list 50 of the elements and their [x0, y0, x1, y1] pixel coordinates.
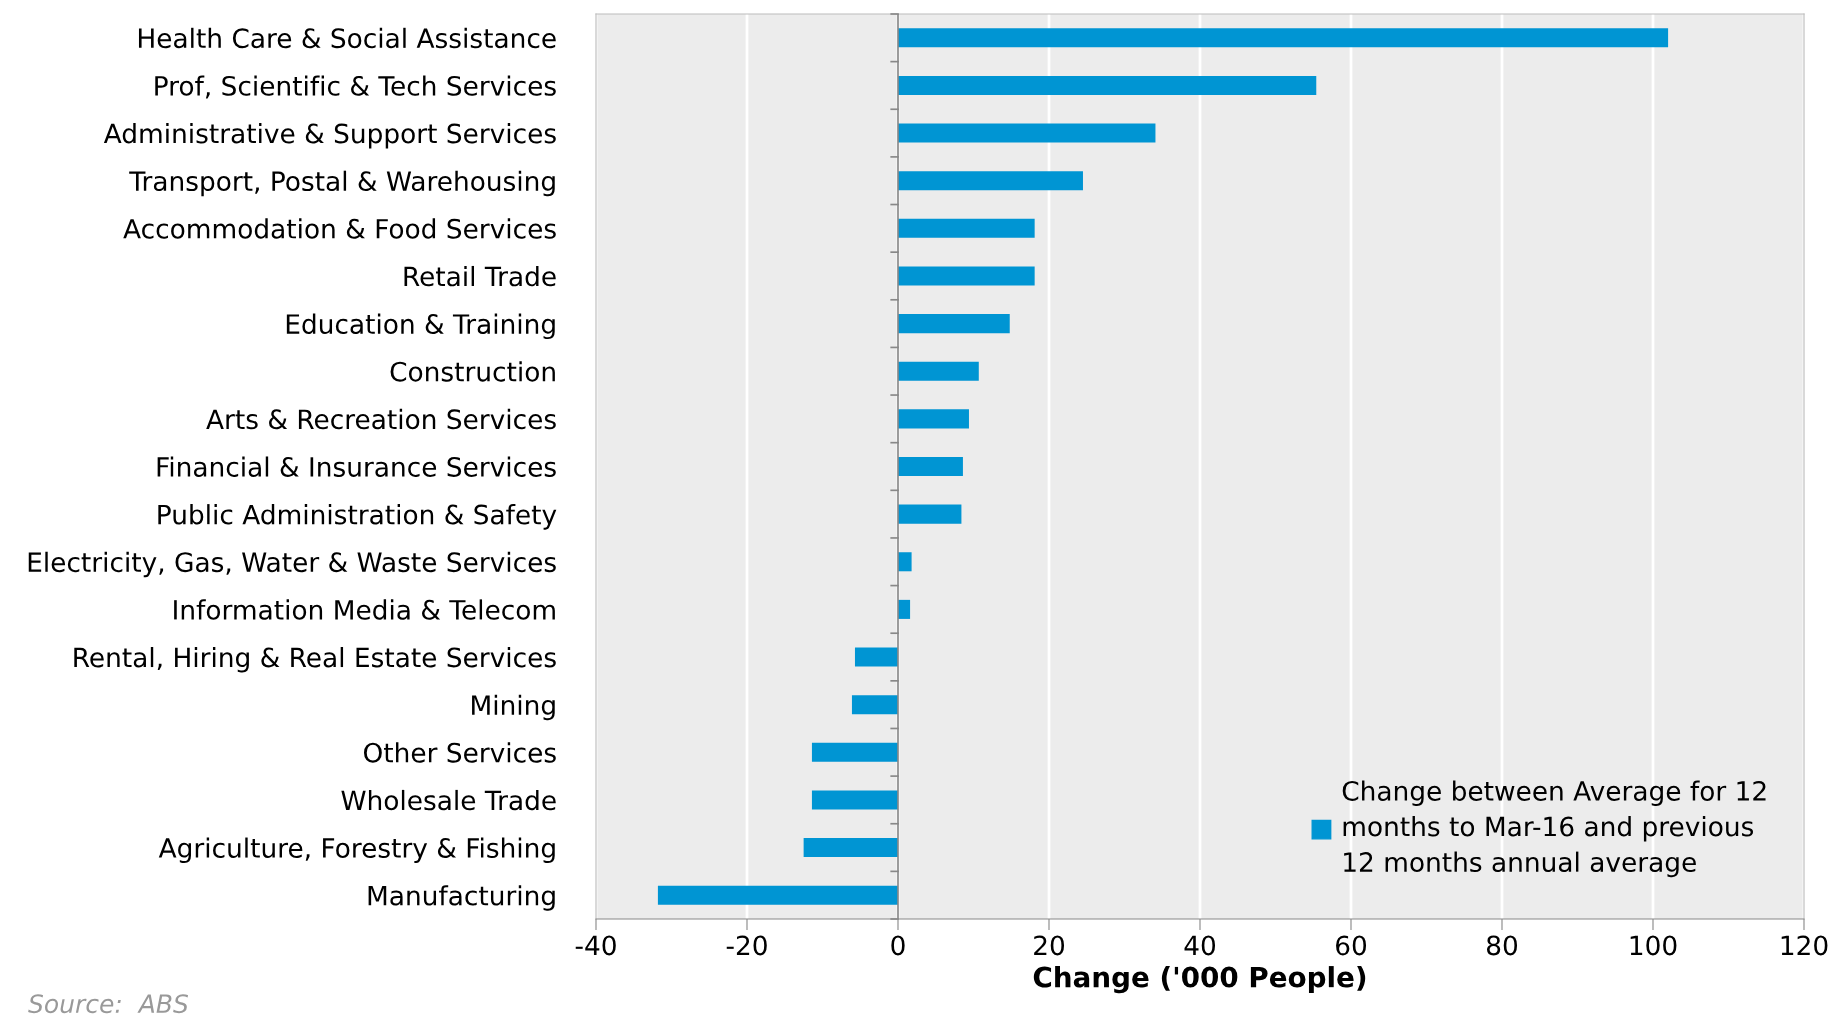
x-tick-label: 80 [1487, 935, 1518, 956]
y-tick-label: Retail Trade [404, 265, 556, 287]
x-tick-label: 40 [1184, 935, 1216, 956]
x-tick-label: 100 [1630, 935, 1677, 956]
y-tick-label: Accommodation & Food Services [123, 218, 556, 239]
y-tick-label: Electricity, Gas, Water & Waste Services [28, 551, 556, 578]
bar [854, 647, 898, 667]
y-tick-label: Arts & Recreation Services [206, 408, 556, 430]
bar [898, 456, 963, 477]
y-tick-label: Manufacturing [368, 885, 555, 911]
x-axis-title: Change ('000 People) [1033, 966, 1366, 994]
y-tick-label: Prof, Scientific & Tech Services [155, 75, 556, 99]
bar [898, 599, 911, 619]
bar [803, 838, 898, 858]
bar [898, 361, 979, 381]
x-tick-label: 60 [1336, 935, 1367, 956]
y-tick-label: Mining [472, 694, 555, 721]
bar [898, 409, 969, 429]
bar [811, 742, 898, 762]
x-tick-label: -40 [575, 935, 616, 956]
y-tick-label: Construction [390, 361, 555, 382]
y-tick-label: Education & Training [286, 313, 555, 340]
x-tick-label: 0 [891, 935, 905, 956]
y-tick-label: Transport, Postal & Warehousing [129, 170, 555, 197]
bar [898, 75, 1317, 95]
bar [851, 695, 898, 715]
bar [657, 885, 898, 905]
bar [898, 123, 1156, 143]
bar [898, 314, 1010, 334]
bar [898, 171, 1083, 191]
y-tick-label: Health Care & Social Assistance [138, 27, 556, 49]
bar [898, 504, 962, 524]
y-tick-label: Information Media & Telecom [174, 599, 555, 620]
y-tick-label: Public Administration & Safety [158, 504, 557, 530]
bar [898, 266, 1035, 286]
y-tick-label: Administrative & Support Services [103, 123, 556, 149]
bar [811, 790, 898, 810]
y-tick-label: Other Services [363, 742, 556, 763]
y-tick-label: Financial & Insurance Services [157, 456, 556, 477]
source-note: Source: ABS [28, 994, 189, 1014]
legend-label: Change between Average for 12 months to Mar-16 and previous 12 months annual average [1342, 780, 1766, 878]
y-tick-label: Wholesale Trade [341, 789, 556, 811]
y-tick-label: Agriculture, Forestry & Fishing [158, 837, 555, 864]
bar [898, 218, 1035, 238]
x-tick-label: 120 [1781, 935, 1828, 956]
x-tick-label: 20 [1034, 935, 1065, 956]
x-tick-label: -20 [726, 935, 767, 956]
y-tick-label: Rental, Hiring & Real Estate Services [74, 647, 556, 673]
bar [898, 552, 912, 572]
bar [898, 28, 1669, 48]
